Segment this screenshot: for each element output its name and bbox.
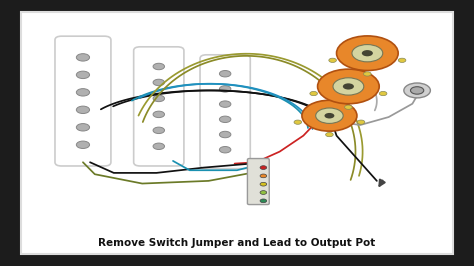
Circle shape xyxy=(153,143,164,149)
Circle shape xyxy=(260,199,267,203)
Circle shape xyxy=(76,89,90,96)
Circle shape xyxy=(398,58,406,63)
FancyBboxPatch shape xyxy=(134,47,184,166)
Circle shape xyxy=(333,78,364,95)
Circle shape xyxy=(260,166,267,169)
Circle shape xyxy=(294,120,301,124)
Circle shape xyxy=(325,113,334,118)
Circle shape xyxy=(326,132,333,137)
Circle shape xyxy=(153,95,164,102)
Circle shape xyxy=(76,141,90,148)
Circle shape xyxy=(260,191,267,194)
Circle shape xyxy=(219,70,231,77)
Circle shape xyxy=(318,69,379,104)
Text: Remove Switch Jumper and Lead to Output Pot: Remove Switch Jumper and Lead to Output … xyxy=(99,238,375,248)
Circle shape xyxy=(404,83,430,98)
Circle shape xyxy=(345,105,352,109)
Circle shape xyxy=(302,100,357,131)
Circle shape xyxy=(410,87,424,94)
Circle shape xyxy=(153,63,164,70)
Circle shape xyxy=(379,92,387,96)
FancyBboxPatch shape xyxy=(200,55,250,169)
Circle shape xyxy=(76,71,90,78)
Circle shape xyxy=(310,92,318,96)
Circle shape xyxy=(76,124,90,131)
Circle shape xyxy=(316,108,343,123)
Circle shape xyxy=(76,54,90,61)
Circle shape xyxy=(337,36,398,70)
Circle shape xyxy=(329,58,337,63)
Circle shape xyxy=(153,127,164,134)
FancyBboxPatch shape xyxy=(247,159,269,205)
Circle shape xyxy=(362,50,373,56)
Circle shape xyxy=(219,86,231,92)
Circle shape xyxy=(357,120,365,124)
Circle shape xyxy=(153,111,164,118)
Circle shape xyxy=(219,147,231,153)
FancyBboxPatch shape xyxy=(21,12,453,254)
Circle shape xyxy=(364,72,371,76)
Circle shape xyxy=(343,83,354,90)
Circle shape xyxy=(153,79,164,86)
Circle shape xyxy=(219,131,231,138)
Circle shape xyxy=(352,44,383,62)
Circle shape xyxy=(219,116,231,123)
FancyBboxPatch shape xyxy=(55,36,111,166)
Circle shape xyxy=(219,101,231,107)
Circle shape xyxy=(260,174,267,178)
Circle shape xyxy=(260,182,267,186)
Circle shape xyxy=(76,106,90,114)
